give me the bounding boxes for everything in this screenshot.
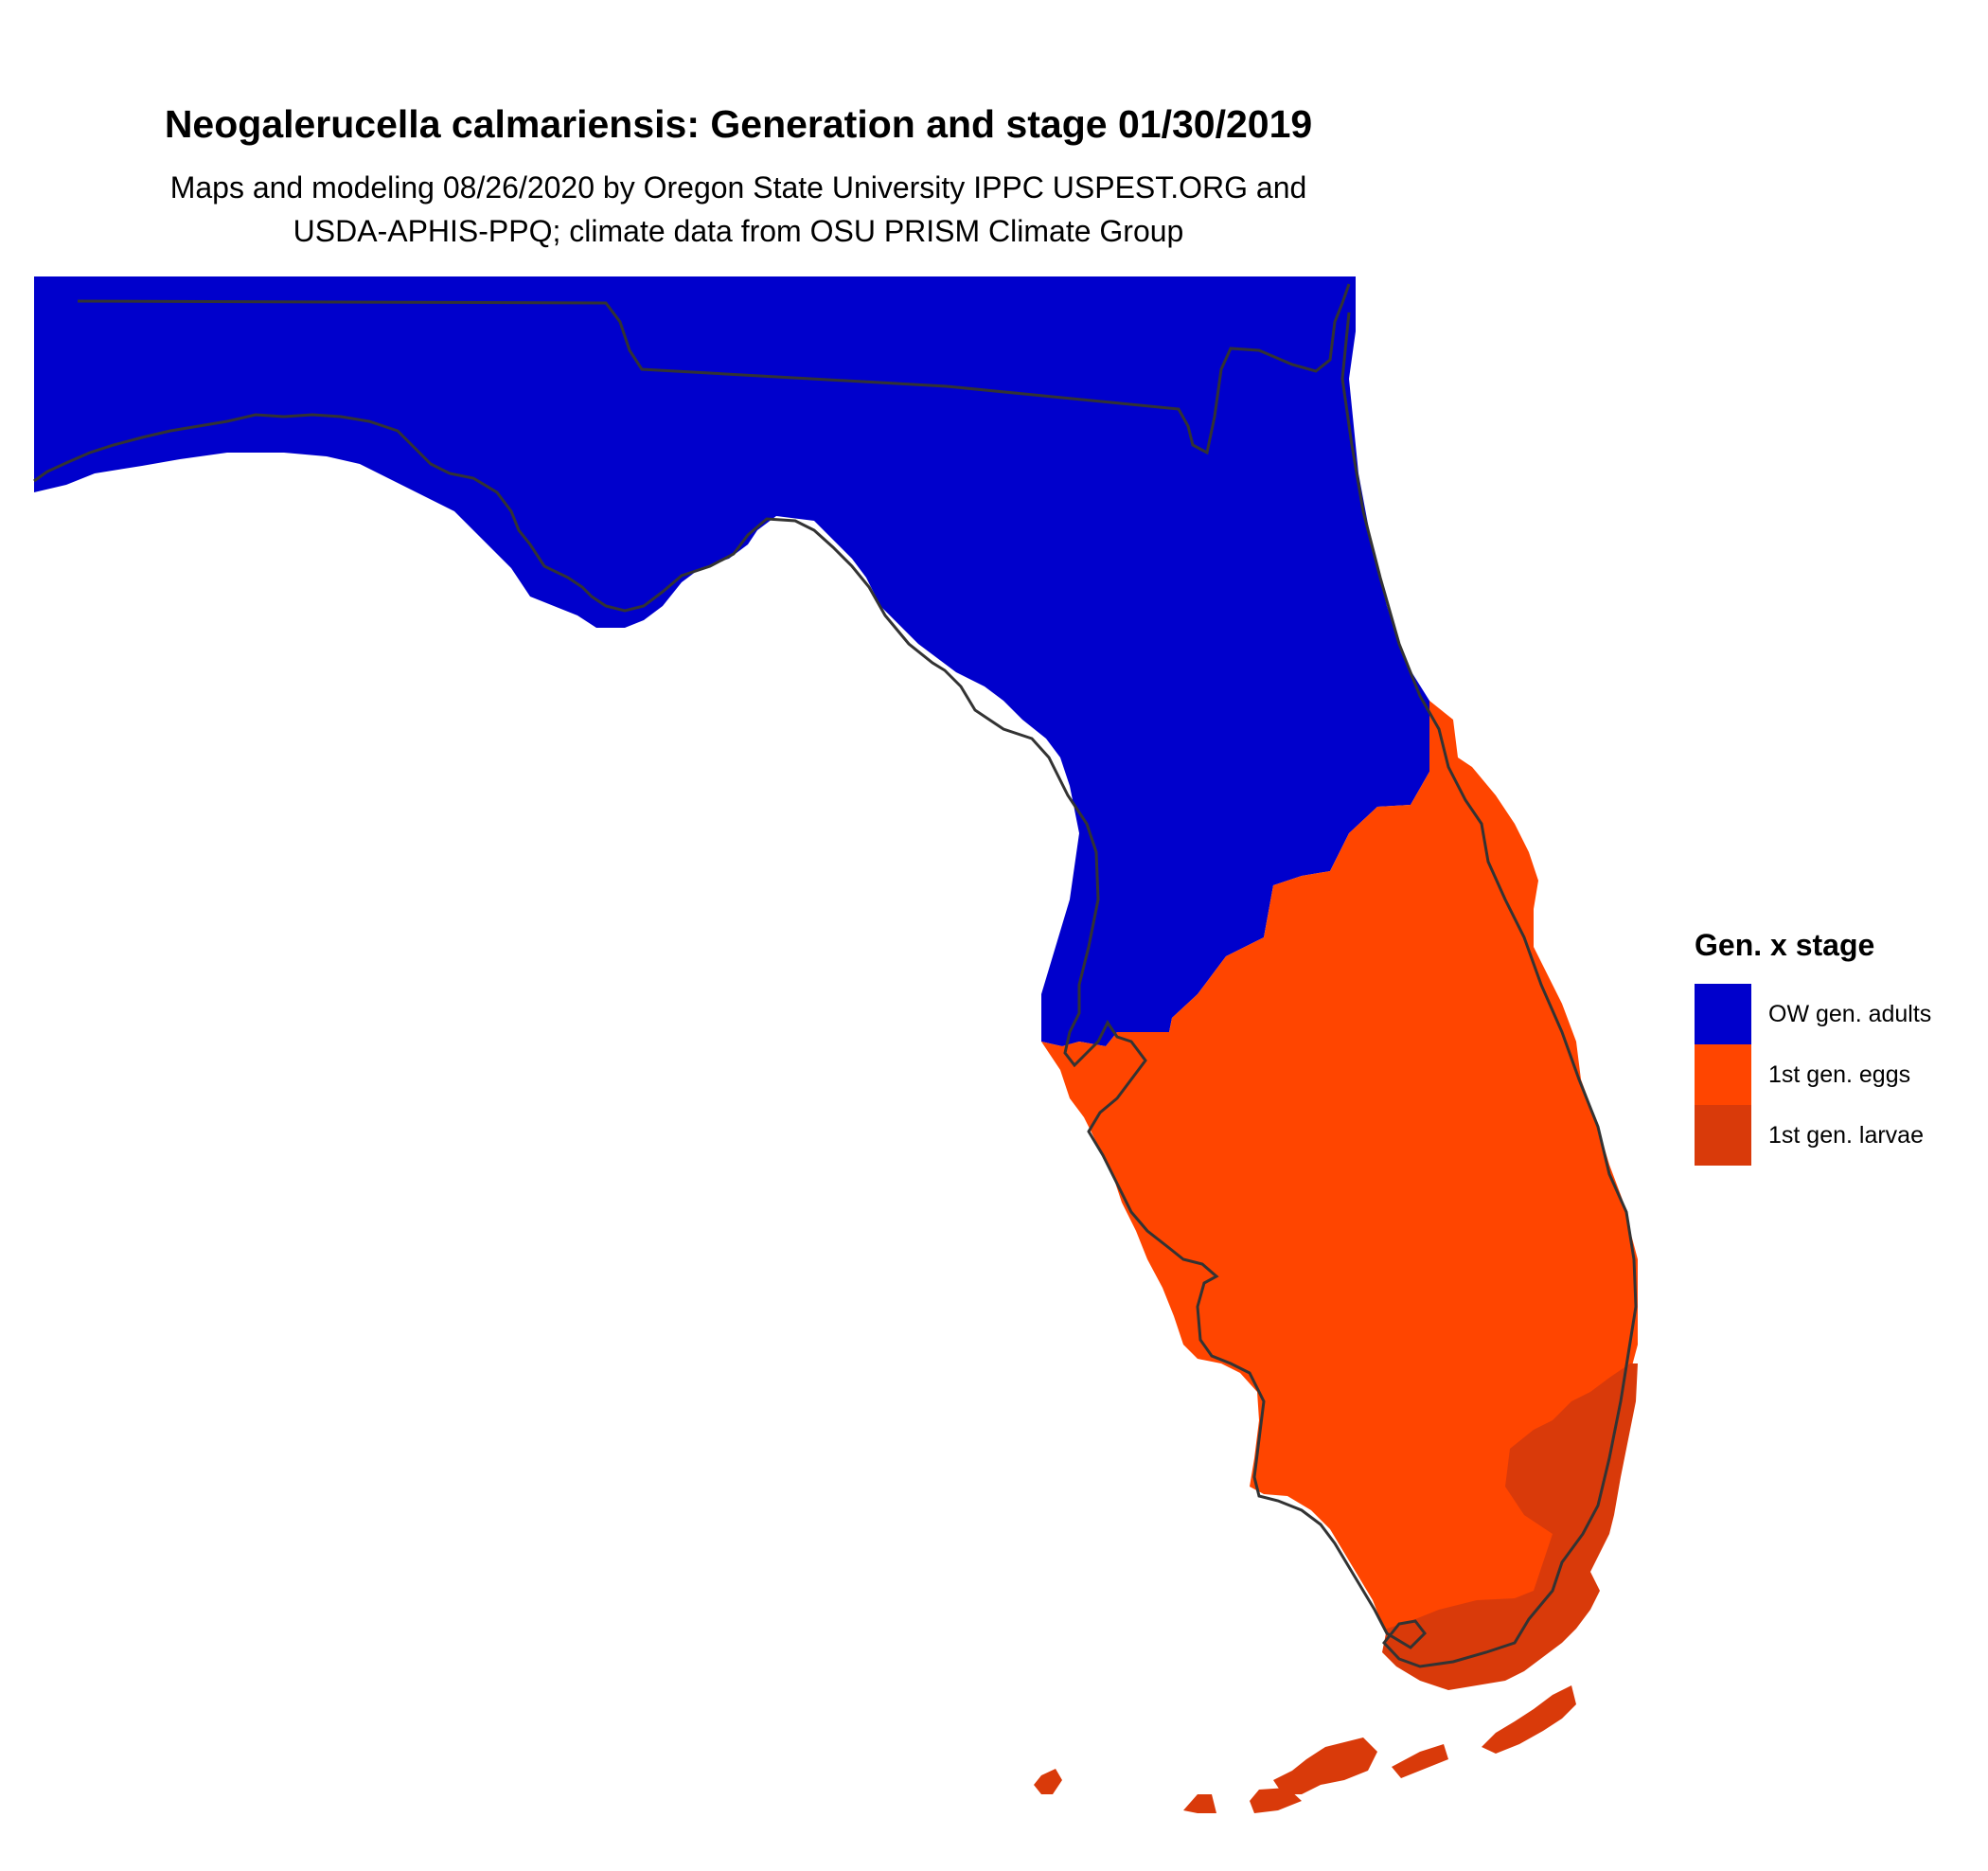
legend-label-1st-gen-eggs: 1st gen. eggs bbox=[1768, 1060, 1911, 1088]
legend-item-ow-adults: OW gen. adults bbox=[1695, 984, 1931, 1044]
legend-swatch-1st-gen-eggs bbox=[1695, 1044, 1751, 1105]
map-legend: Gen. x stage OW gen. adults 1st gen. egg… bbox=[1695, 928, 1931, 1166]
legend-label-1st-gen-larvae: 1st gen. larvae bbox=[1768, 1121, 1924, 1149]
map-subtitle-line-2: USDA-APHIS-PPQ; climate data from OSU PR… bbox=[293, 214, 1184, 248]
region-1st-gen-eggs bbox=[1041, 701, 1638, 1652]
legend-item-1st-gen-larvae: 1st gen. larvae bbox=[1695, 1105, 1931, 1166]
region-1st-gen-larvae bbox=[1382, 1363, 1638, 1690]
legend-swatch-1st-gen-larvae bbox=[1695, 1105, 1751, 1166]
legend-item-1st-gen-eggs: 1st gen. eggs bbox=[1695, 1044, 1931, 1105]
region-ow-adults bbox=[34, 276, 1429, 1046]
legend-title: Gen. x stage bbox=[1695, 928, 1875, 962]
map-title: Neogalerucella calmariensis: Generation … bbox=[164, 102, 1313, 146]
legend-swatch-ow-adults bbox=[1695, 984, 1751, 1044]
legend-label-ow-adults: OW gen. adults bbox=[1768, 1000, 1932, 1027]
florida-outline bbox=[33, 283, 1638, 1668]
map-subtitle-line-1: Maps and modeling 08/26/2020 by Oregon S… bbox=[169, 170, 1307, 205]
region-1st-gen-larvae-keys bbox=[1034, 1685, 1576, 1813]
